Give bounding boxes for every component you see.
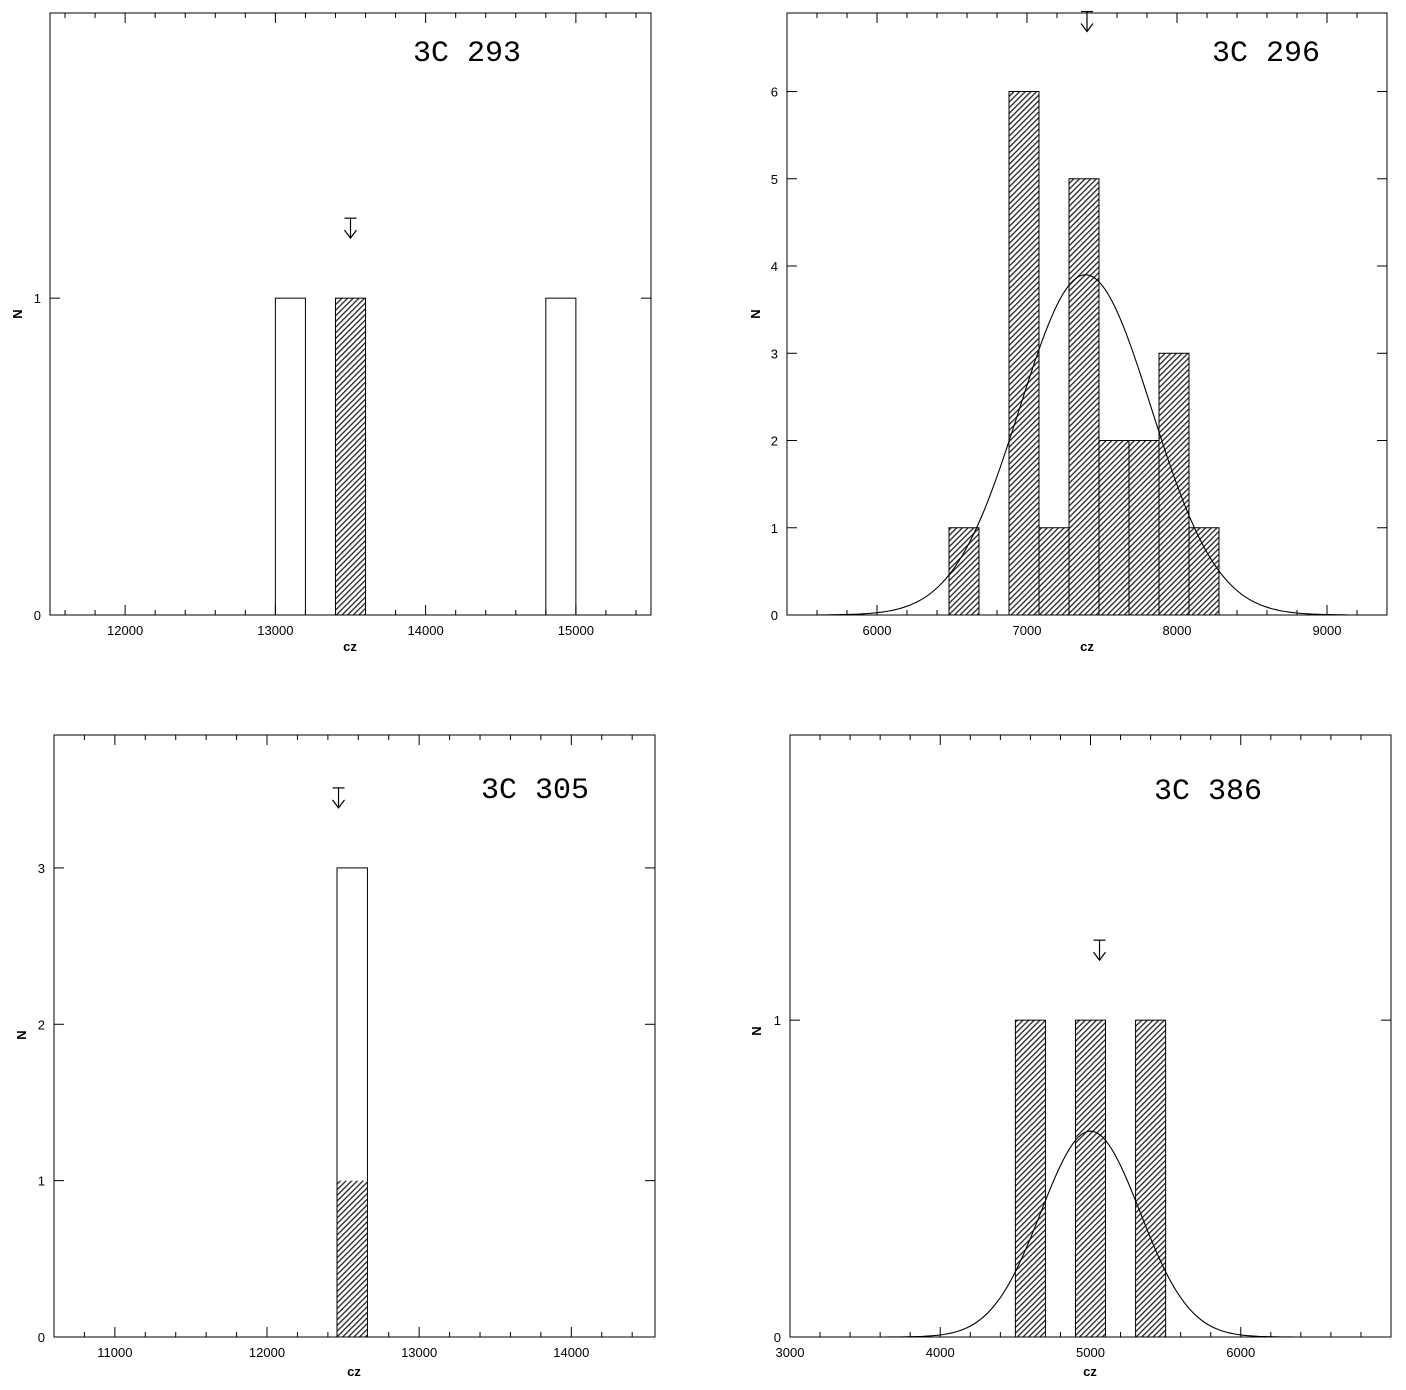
- y-tick-label: 2: [771, 434, 778, 449]
- histogram-bar: [1074, 1019, 1107, 1338]
- x-tick-label: 11000: [97, 1345, 132, 1360]
- y-tick-label: 1: [771, 521, 778, 536]
- histogram-svg-3c386: 3C 386 N cz 3000 4000 5000 6000 0 1: [749, 734, 1392, 1379]
- source-arrow-marker: [1080, 10, 1094, 33]
- source-arrow-marker: [344, 217, 357, 240]
- x-tick-label: 3000: [776, 1345, 805, 1360]
- histogram-bar-hatched: [335, 298, 366, 615]
- histogram-bar-hatched: [1015, 1020, 1046, 1337]
- y-tick-label: 5: [771, 172, 778, 187]
- histogram-bar: [334, 297, 367, 616]
- x-tick-label: 15000: [558, 623, 594, 638]
- x-axis-label: cz: [343, 639, 357, 654]
- x-axis-label: cz: [1080, 639, 1094, 654]
- x-tick-label: 13000: [257, 623, 293, 638]
- histogram-bar: [1158, 352, 1190, 616]
- x-tick-label: 5000: [1076, 1345, 1105, 1360]
- gaussian-fit-curve: [880, 1130, 1316, 1338]
- arrow-head: [1093, 951, 1106, 962]
- histogram-bar: [948, 527, 980, 616]
- histogram-bar: [274, 297, 306, 616]
- arrow-head: [332, 799, 346, 809]
- arrow-head: [1080, 23, 1094, 33]
- histogram-bar: [1135, 1019, 1167, 1338]
- gaussian-fit-curve: [817, 274, 1348, 616]
- y-tick-label: 0: [771, 608, 778, 623]
- y-axis-label: N: [748, 309, 763, 318]
- y-tick-label: 2: [38, 1017, 45, 1032]
- histogram-bar: [1008, 91, 1040, 616]
- y-tick-label: 1: [38, 1174, 45, 1189]
- histogram-bar-hatched: [337, 1180, 368, 1337]
- histogram-svg-3c293: 3C 293 N cz 12000 13000 14000 15000 0 1: [10, 12, 652, 654]
- y-tick-label: 1: [774, 1013, 781, 1028]
- arrow-head: [344, 229, 357, 240]
- panel-title: 3C 305: [481, 774, 589, 808]
- panel-title: 3C 386: [1154, 775, 1262, 809]
- x-tick-label: 14000: [408, 623, 444, 638]
- x-tick-label: 4000: [926, 1345, 955, 1360]
- source-arrow-marker: [1093, 939, 1106, 962]
- y-axis-label: N: [10, 309, 25, 318]
- y-tick-label: 0: [38, 1330, 45, 1345]
- y-tick-label: 4: [771, 259, 778, 274]
- y-axis-label: N: [749, 1026, 764, 1035]
- x-tick-label: 8000: [1163, 623, 1192, 638]
- histogram-bar-hatched: [1135, 1020, 1166, 1337]
- histogram-bar-hatched: [1039, 527, 1069, 615]
- y-tick-label: 3: [771, 346, 778, 361]
- histogram-bar-hatched: [1075, 1020, 1106, 1337]
- histogram-bar-hatched: [1159, 353, 1189, 615]
- histogram-panel-3c386: 3C 386 N cz 3000 4000 5000 6000 0 1: [703, 700, 1403, 1390]
- source-arrow-marker: [332, 787, 346, 809]
- histogram-bar: [336, 867, 368, 1338]
- panel-title: 3C 293: [413, 37, 521, 71]
- x-axis-label: cz: [347, 1364, 361, 1379]
- x-tick-label: 7000: [1013, 623, 1042, 638]
- histogram-bar-hatched: [1129, 440, 1159, 615]
- histogram-svg-3c296: 3C 296 N cz 6000 7000 8000 9000 0 1 2 3 4 5 6: [748, 10, 1388, 654]
- histogram-bar-hatched: [1189, 527, 1219, 615]
- x-tick-label: 9000: [1313, 623, 1342, 638]
- histogram-bar-hatched: [1009, 91, 1039, 616]
- y-tick-label: 1: [34, 291, 41, 306]
- x-tick-label: 12000: [107, 623, 143, 638]
- y-tick-label: 6: [771, 85, 778, 100]
- y-tick-label: 0: [774, 1330, 781, 1345]
- histogram-bar: [545, 297, 577, 616]
- x-tick-label: 6000: [1226, 1345, 1255, 1360]
- panel-title: 3C 296: [1212, 37, 1320, 71]
- histogram-panel-3c305: 3C 305 N cz 11000 12000 13000 14000 0 1 2 3: [0, 700, 700, 1390]
- histogram-bar-hatched: [949, 527, 979, 615]
- histogram-bar-hatched: [1099, 440, 1129, 615]
- x-tick-label: 14000: [553, 1345, 589, 1360]
- histogram-bar: [1014, 1019, 1046, 1338]
- histogram-panel-3c293: 3C 293 N cz 12000 13000 14000 15000 0 1: [0, 0, 700, 690]
- x-tick-label: 6000: [863, 623, 892, 638]
- histogram-svg-3c305: 3C 305 N cz 11000 12000 13000 14000 0 1 2 3: [14, 734, 656, 1379]
- x-axis-label: cz: [1083, 1364, 1097, 1379]
- y-axis-label: N: [14, 1030, 29, 1039]
- x-tick-label: 13000: [401, 1345, 437, 1360]
- x-tick-label: 12000: [249, 1345, 285, 1360]
- histogram-panel-3c296: 3C 296 N cz 6000 7000 8000 9000 0 1 2 3 4 5 6: [703, 0, 1403, 690]
- histogram-bar-hatched: [1069, 178, 1099, 615]
- histogram-bar: [1068, 178, 1100, 616]
- y-tick-label: 0: [34, 608, 41, 623]
- y-tick-label: 3: [38, 861, 45, 876]
